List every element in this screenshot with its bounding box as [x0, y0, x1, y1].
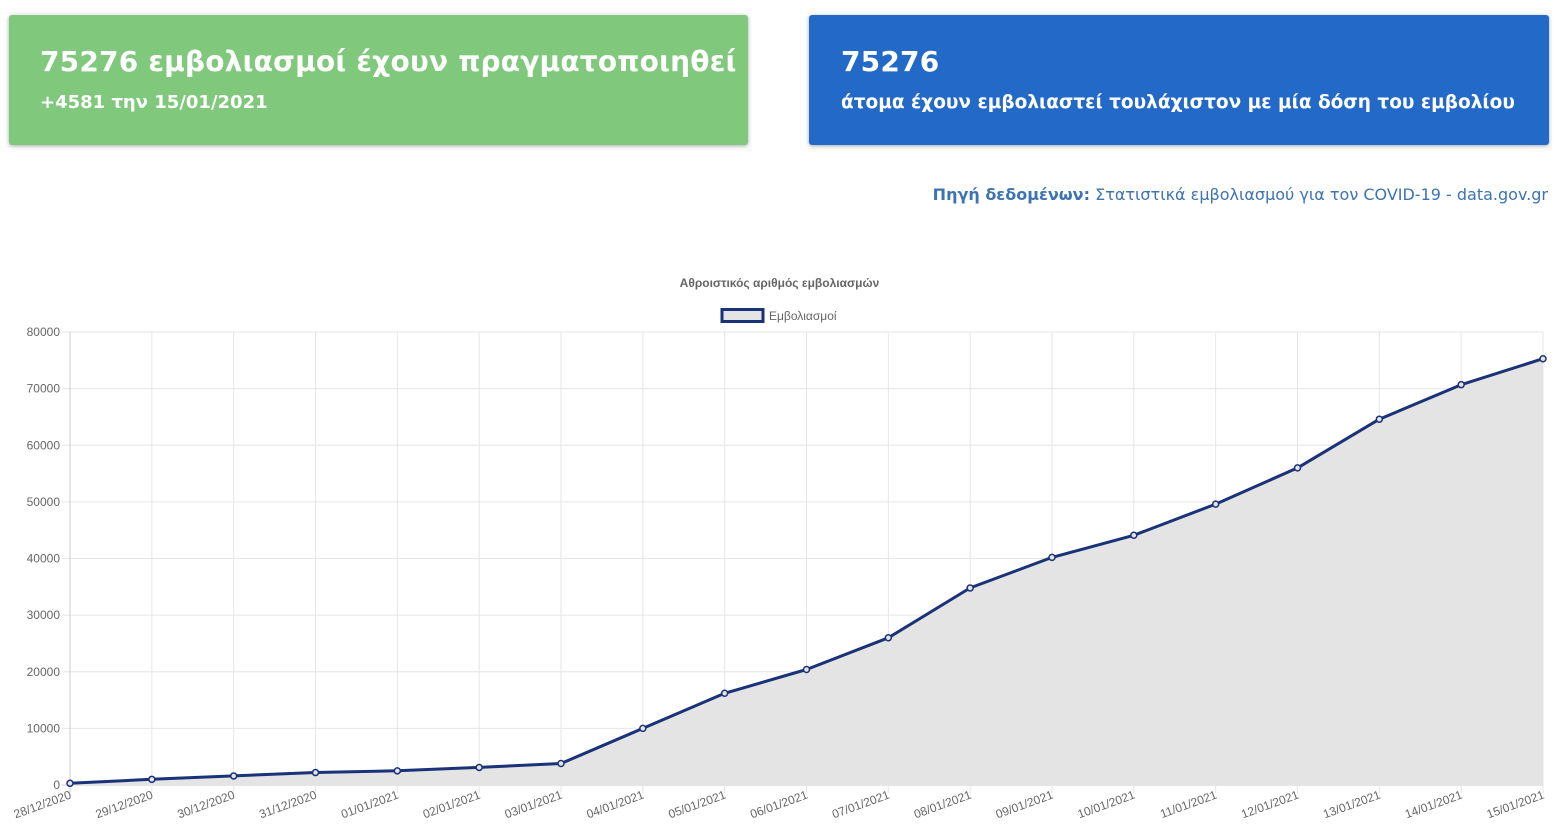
vaccinated-people-description: άτομα έχουν εμβολιαστεί τουλάχιστον με μ… [841, 92, 1515, 113]
x-tick-label: 03/01/2021 [503, 788, 565, 822]
data-point [1130, 531, 1138, 540]
y-tick-label: 20000 [27, 665, 61, 679]
data-point [557, 759, 565, 768]
x-tick-label: 11/01/2021 [1158, 788, 1219, 822]
data-point [393, 767, 402, 775]
data-point [802, 665, 811, 674]
series-area [70, 358, 1543, 785]
y-tick-label: 60000 [27, 438, 61, 452]
data-point [884, 634, 893, 642]
vaccinated-people-count: 75276 [841, 45, 940, 78]
data-point [966, 584, 974, 592]
y-tick-label: 10000 [27, 721, 61, 735]
x-tick-label: 05/01/2021 [666, 788, 728, 822]
x-tick-label: 08/01/2021 [912, 788, 974, 822]
x-tick-label: 06/01/2021 [748, 788, 810, 822]
x-tick-label: 02/01/2021 [421, 788, 483, 822]
data-point [1048, 553, 1056, 562]
x-tick-label: 30/12/2020 [175, 788, 237, 822]
data-point [1539, 354, 1547, 363]
x-tick-label: 15/01/2021 [1485, 788, 1547, 822]
data-point [1293, 464, 1302, 472]
y-tick-label: 50000 [27, 495, 61, 509]
total-vaccinations-card: 75276 εμβολιασμοί έχουν πραγματοποιηθεί … [9, 15, 748, 145]
data-source: Πηγή δεδομένων: Στατιστικά εμβολιασμού γ… [933, 185, 1548, 204]
total-vaccinations-headline: 75276 εμβολιασμοί έχουν πραγματοποιηθεί [40, 45, 737, 78]
data-point [148, 775, 156, 784]
data-point [1211, 500, 1220, 508]
data-point [311, 768, 320, 777]
x-tick-label: 07/01/2021 [830, 788, 892, 822]
x-tick-label: 29/12/2020 [94, 788, 156, 822]
y-tick-label: 80000 [27, 325, 61, 339]
data-point [229, 772, 238, 780]
data-point [720, 689, 729, 698]
x-tick-label: 31/12/2020 [257, 788, 319, 822]
y-tick-label: 70000 [27, 382, 61, 396]
x-tick-label: 13/01/2021 [1321, 788, 1383, 822]
y-tick-label: 30000 [27, 608, 61, 622]
data-point [1375, 415, 1384, 423]
data-source-label: Πηγή δεδομένων: [932, 185, 1090, 204]
x-tick-label: 10/01/2021 [1076, 788, 1138, 822]
daily-increase-text: +4581 την 15/01/2021 [40, 92, 268, 113]
data-source-link[interactable]: Στατιστικά εμβολιασμού για τον COVID-19 … [1095, 185, 1548, 204]
data-point [66, 779, 74, 788]
x-tick-label: 09/01/2021 [994, 788, 1056, 822]
y-tick-label: 40000 [27, 552, 61, 566]
legend-swatch [720, 308, 765, 323]
x-tick-label: 04/01/2021 [585, 788, 647, 822]
vaccinated-people-card: 75276 άτομα έχουν εμβολιαστεί τουλάχιστο… [809, 15, 1549, 145]
data-point [639, 724, 647, 733]
x-tick-label: 28/12/2020 [12, 788, 74, 822]
data-point [1457, 380, 1465, 389]
x-tick-label: 01/01/2021 [339, 788, 401, 822]
chart-title: Αθροιστικός αριθμός εμβολιασμών [680, 276, 880, 290]
legend-label: Εμβολιασμοί [769, 309, 837, 323]
data-point [475, 763, 483, 772]
x-tick-label: 12/01/2021 [1239, 788, 1301, 822]
y-tick-label: 0 [53, 778, 60, 792]
x-tick-label: 14/01/2021 [1403, 788, 1465, 822]
cumulative-vaccinations-chart: Αθροιστικός αριθμός εμβολιασμών Εμβολιασμ… [12, 276, 1547, 822]
